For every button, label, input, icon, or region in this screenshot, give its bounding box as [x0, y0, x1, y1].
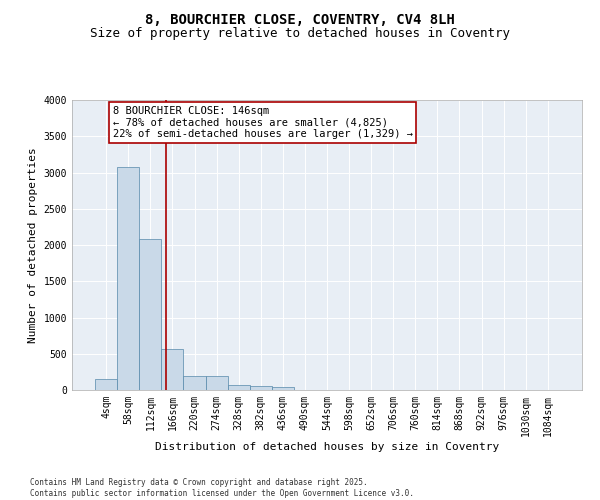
Bar	[139, 239, 161, 390]
Text: 8, BOURCHIER CLOSE, COVENTRY, CV4 8LH: 8, BOURCHIER CLOSE, COVENTRY, CV4 8LH	[145, 12, 455, 26]
Bar	[161, 350, 184, 390]
Bar	[95, 379, 117, 390]
Y-axis label: Number of detached properties: Number of detached properties	[28, 147, 38, 343]
Bar	[250, 386, 272, 390]
Bar	[206, 376, 227, 390]
X-axis label: Distribution of detached houses by size in Coventry: Distribution of detached houses by size …	[155, 442, 499, 452]
Text: Contains HM Land Registry data © Crown copyright and database right 2025.
Contai: Contains HM Land Registry data © Crown c…	[30, 478, 414, 498]
Bar	[117, 168, 139, 390]
Bar	[272, 387, 294, 390]
Bar	[184, 376, 206, 390]
Text: Size of property relative to detached houses in Coventry: Size of property relative to detached ho…	[90, 28, 510, 40]
Bar	[227, 384, 250, 390]
Text: 8 BOURCHIER CLOSE: 146sqm
← 78% of detached houses are smaller (4,825)
22% of se: 8 BOURCHIER CLOSE: 146sqm ← 78% of detac…	[113, 106, 413, 139]
